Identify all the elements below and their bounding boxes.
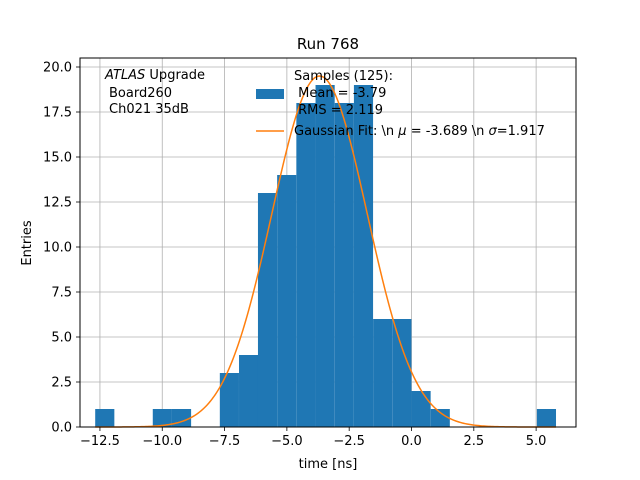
legend-fit-mid: = -3.689 \n xyxy=(407,124,489,139)
x-tick-label-2: −7.5 xyxy=(209,434,241,449)
annotation-upgrade: Upgrade xyxy=(149,68,205,83)
annotation-line-3: Ch021 35dB xyxy=(109,102,189,117)
gaussian-fit-curve xyxy=(95,75,557,428)
y-tick-label-0: 0.0 xyxy=(51,421,72,436)
legend-fit-mu: μ xyxy=(397,124,406,139)
y-tick-label-3: 7.5 xyxy=(51,286,72,301)
legend-fit-label: Gaussian Fit: \n μ = -3.689 \n σ=1.917 xyxy=(294,124,545,139)
histogram-bar-6 xyxy=(277,175,297,427)
histogram-bar-13 xyxy=(411,391,431,427)
histogram-bar-2 xyxy=(171,409,192,427)
chart-title: Run 768 xyxy=(297,35,359,53)
legend-samples-line-1: Samples (125): xyxy=(294,69,393,84)
y-tick-label-8: 20.0 xyxy=(43,61,72,76)
legend-fit-sigma: σ xyxy=(489,124,498,139)
histogram-bar-9 xyxy=(334,103,354,427)
annotation-atlas: ATLAS xyxy=(104,68,145,83)
annotation-line-1: ATLAS Upgrade xyxy=(104,68,205,83)
gaussian-fit xyxy=(95,75,557,428)
x-tick-label-0: −12.5 xyxy=(80,434,120,449)
histogram-bar-3 xyxy=(219,373,239,427)
x-tick-label-6: 2.5 xyxy=(463,434,484,449)
y-axis-label: Entries xyxy=(20,220,35,266)
histogram-bar-7 xyxy=(296,103,316,427)
histogram-bar-8 xyxy=(315,85,335,427)
legend-samples-patch xyxy=(256,89,284,99)
plot-frame xyxy=(79,57,577,428)
histogram-bar-1 xyxy=(152,409,172,427)
y-tick-label-7: 17.5 xyxy=(43,106,72,121)
y-tick-label-6: 15.0 xyxy=(43,151,72,166)
annotation-line-2: Board260 xyxy=(109,86,172,101)
histogram-bar-10 xyxy=(353,85,374,427)
y-tick-label-5: 12.5 xyxy=(43,196,72,211)
histogram-bar-12 xyxy=(392,319,412,427)
histogram-bar-5 xyxy=(257,193,278,427)
histogram-bar-0 xyxy=(95,409,115,427)
legend-fit-suffix: =1.917 xyxy=(497,124,545,139)
y-tick-label-1: 2.5 xyxy=(51,376,72,391)
legend: Samples (125): Mean = -3.79 RMS = 2.119 … xyxy=(256,69,545,139)
histogram-bar-4 xyxy=(239,355,259,427)
x-tick-label-7: 5.0 xyxy=(526,434,547,449)
annotation-block: ATLAS Upgrade Board260 Ch021 35dB xyxy=(104,68,205,117)
legend-samples-line-3: RMS = 2.119 xyxy=(294,103,383,118)
x-tick-label-4: −2.5 xyxy=(333,434,365,449)
y-axis-ticks: 0.0 2.5 5.0 7.5 10.0 12.5 15.0 17.5 20.0 xyxy=(43,61,80,436)
y-tick-label-4: 10.0 xyxy=(43,241,72,256)
histogram-bar-14 xyxy=(430,409,450,427)
y-tick-label-2: 5.0 xyxy=(51,331,72,346)
x-tick-label-1: −10.0 xyxy=(142,434,182,449)
x-tick-label-3: −5.0 xyxy=(271,434,303,449)
legend-samples-line-2: Mean = -3.79 xyxy=(294,86,386,101)
legend-fit-prefix: Gaussian Fit: \n xyxy=(294,124,398,139)
x-axis-ticks: −12.5 −10.0 −7.5 −5.0 −2.5 0.0 2.5 5.0 xyxy=(80,427,546,449)
x-tick-label-5: 0.0 xyxy=(401,434,422,449)
histogram-bar-11 xyxy=(373,319,393,427)
histogram-bar-15 xyxy=(536,409,557,427)
x-axis-label: time [ns] xyxy=(299,457,358,472)
